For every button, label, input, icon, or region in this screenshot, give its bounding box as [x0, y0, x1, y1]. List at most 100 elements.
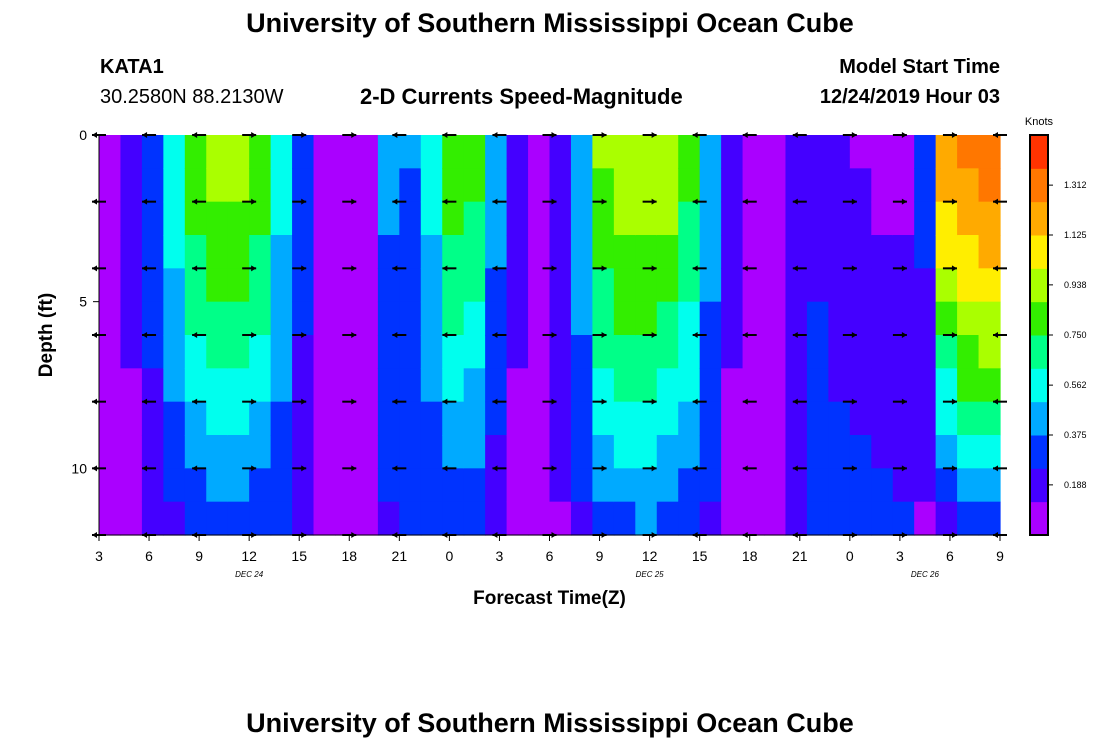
heatmap-cell [99, 468, 122, 503]
heatmap-cell [356, 201, 379, 236]
heatmap-cell [570, 235, 593, 269]
heatmap-cell [935, 401, 958, 436]
heatmap-cell [163, 435, 186, 469]
heatmap-cell [914, 435, 937, 469]
current-arrow-head [351, 398, 357, 405]
current-arrow-head [392, 332, 398, 338]
heatmap-cell [978, 501, 1001, 536]
current-arrow-head [492, 198, 498, 205]
y-tick-label: 0 [79, 127, 87, 143]
x-tick-label: 3 [896, 548, 904, 564]
heatmap-cell [828, 268, 851, 303]
current-arrow-head [92, 532, 97, 538]
colorbar-tick-label: 0.750 [1064, 330, 1087, 340]
current-arrow-head [901, 198, 907, 205]
heatmap-cell [485, 468, 508, 503]
heatmap-cell [892, 168, 915, 203]
heatmap-cell [656, 135, 679, 169]
heatmap-cell [742, 435, 765, 469]
heatmap-cell [613, 501, 636, 536]
x-tick-label: 15 [692, 548, 708, 564]
current-arrow-head [993, 198, 998, 205]
heatmap-cell [699, 335, 722, 369]
heatmap-cell [871, 335, 894, 369]
heatmap-cell [699, 235, 722, 269]
heatmap-cell [935, 435, 958, 469]
heatmap-cell [871, 235, 894, 269]
heatmap-cell [141, 268, 164, 303]
heatmap-cell [163, 368, 186, 403]
heatmap-cell [935, 468, 958, 503]
heatmap-cell [377, 135, 400, 169]
heatmap-cell [528, 301, 551, 336]
colorbar-swatch [1030, 268, 1048, 303]
heatmap-cell [721, 201, 744, 236]
heatmap-cell [463, 301, 486, 336]
heatmap-cell [99, 401, 122, 436]
current-arrow-head [851, 332, 857, 338]
heatmap-cell [935, 368, 958, 403]
heatmap-cell [635, 235, 658, 269]
x-tick-label: 12 [241, 548, 257, 564]
heatmap-cell [399, 135, 422, 169]
heatmap-cell [892, 335, 915, 369]
heatmap-cell [935, 501, 958, 536]
heatmap-cell [292, 435, 315, 469]
heatmap-cell [420, 335, 443, 369]
heatmap-cell [141, 168, 164, 203]
heatmap-cell [506, 335, 529, 369]
heatmap-cell [334, 501, 358, 536]
heatmap-cell [613, 135, 636, 169]
heatmap-cell [506, 401, 529, 436]
heatmap-cell [549, 401, 572, 436]
y-axis-title: Depth (ft) [36, 293, 57, 377]
heatmap-cell [141, 368, 164, 403]
current-arrow-head [901, 332, 907, 338]
heatmap-cell [806, 401, 829, 436]
heatmap-cell [313, 268, 336, 303]
heatmap-cell [957, 335, 980, 369]
heatmap-cell [871, 201, 894, 236]
heatmap-cell [721, 301, 744, 336]
heatmap-cell [463, 268, 486, 303]
current-arrow-head [301, 132, 307, 138]
heatmap-cell [764, 468, 787, 503]
heatmap-cell [463, 168, 486, 203]
heatmap-cell [678, 368, 701, 403]
current-arrow-head [692, 265, 698, 272]
heatmap-cell [764, 135, 787, 169]
heatmap-cell [463, 135, 486, 169]
heatmap-cell [528, 468, 551, 503]
heatmap-cell [914, 201, 937, 236]
heatmap-cell [99, 168, 122, 203]
current-arrow-head [742, 132, 748, 138]
heatmap-cell [420, 401, 443, 436]
heatmap-cell [570, 301, 593, 336]
heatmap-cell [549, 268, 572, 303]
heatmap-cell [935, 201, 958, 236]
heatmap-cell [721, 435, 744, 469]
heatmap-cell [506, 501, 529, 536]
heatmap-cell [528, 135, 551, 169]
current-arrow-head [351, 265, 357, 272]
heatmap-cell [785, 501, 808, 536]
current-arrow-head [442, 398, 448, 405]
heatmap-cell [656, 468, 679, 503]
heatmap-cell [334, 268, 358, 303]
current-arrow-head [901, 132, 907, 138]
heatmap-cell [957, 468, 980, 503]
heatmap-cell [377, 268, 400, 303]
colorbar-swatch [1030, 335, 1048, 369]
heatmap-cell [678, 268, 701, 303]
heatmap-cell [592, 368, 615, 403]
colorbar-tick-label: 0.938 [1064, 280, 1087, 290]
heatmap-cell [570, 268, 593, 303]
heatmap-cell [377, 501, 400, 536]
heatmap-cell [957, 301, 980, 336]
current-arrow-head [442, 465, 448, 472]
heatmap-cell [592, 201, 615, 236]
heatmap-cell [463, 201, 486, 236]
heatmap-cell [227, 435, 250, 469]
heatmap-cell [699, 268, 722, 303]
heatmap-cell [764, 368, 787, 403]
